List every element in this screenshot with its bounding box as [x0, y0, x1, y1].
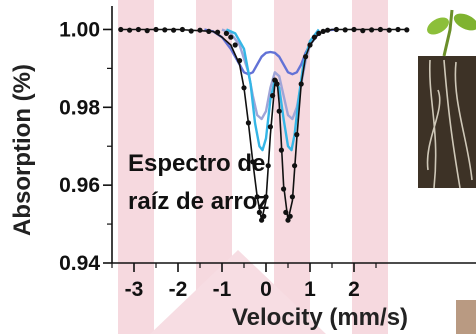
data-point [311, 34, 317, 40]
data-point [267, 124, 273, 130]
data-point [153, 26, 159, 33]
data-point [395, 26, 401, 33]
y-tick-label: 0.96 [59, 174, 100, 197]
data-point [144, 28, 150, 34]
data-point [325, 27, 331, 33]
x-tick-label: 0 [260, 278, 272, 301]
data-point [276, 108, 282, 114]
data-point [232, 42, 238, 48]
data-point [278, 147, 284, 153]
data-point [263, 194, 269, 200]
data-point [254, 194, 260, 200]
background-stripes [118, 0, 388, 334]
data-point [135, 26, 141, 33]
data-point [265, 163, 271, 169]
soil-photo [456, 300, 476, 334]
data-point [179, 26, 185, 33]
data-point [127, 27, 133, 33]
data-point [245, 120, 251, 126]
data-point [404, 27, 410, 33]
data-point [289, 194, 295, 200]
x-tick-label: 1 [304, 278, 316, 301]
data-point [281, 186, 287, 192]
y-tick-label: 0.98 [59, 96, 100, 119]
data-point [223, 30, 229, 36]
bg-triangle [150, 250, 326, 334]
x-axis-label: Velocity (mm/s) [232, 304, 408, 331]
data-point [162, 27, 168, 33]
x-tick-label: -1 [213, 278, 232, 301]
annotation-line-2: raíz de arroz [128, 188, 269, 215]
data-point [261, 213, 267, 219]
data-point [369, 27, 375, 33]
data-point [287, 213, 293, 219]
bg-stripe [118, 0, 154, 334]
data-point [206, 28, 212, 34]
data-point [118, 26, 124, 33]
data-point [171, 27, 177, 33]
data-point [342, 27, 348, 33]
data-point [386, 27, 392, 33]
data-point [377, 26, 383, 33]
y-axis-label: Absorption (%) [9, 64, 36, 236]
data-point [292, 163, 298, 169]
x-tick-label: 2 [348, 278, 360, 301]
axes: -3 -2 -1 0 1 2 0.94 0.96 0.98 1.00 [59, 6, 476, 301]
data-point [320, 28, 326, 34]
y-tick-label: 0.94 [59, 252, 100, 275]
x-tick-label: -3 [125, 278, 144, 301]
bg-stripe [352, 0, 388, 334]
data-point [237, 58, 243, 64]
data-point [303, 54, 309, 60]
data-point [197, 27, 203, 33]
rice-root-photo [418, 0, 476, 189]
data-point [250, 159, 256, 165]
x-tick-label: -2 [169, 278, 188, 301]
data-point [215, 29, 221, 35]
data-point [256, 209, 262, 215]
data-point [188, 28, 194, 34]
data-point [294, 132, 300, 138]
data-point [228, 34, 234, 40]
data-point [333, 26, 339, 33]
data-point [360, 28, 366, 34]
y-tick-label: 1.00 [59, 18, 100, 41]
data-point [259, 217, 265, 223]
data-point [241, 85, 247, 91]
data-point [272, 77, 278, 83]
data-point [285, 217, 291, 223]
data-point [270, 93, 276, 99]
data-point [316, 30, 322, 36]
annotation-line-1: Espectro de [128, 150, 265, 177]
data-point [307, 42, 313, 48]
data-point [351, 26, 357, 33]
data-point [274, 81, 280, 87]
series-layer [118, 26, 410, 223]
data-point [298, 81, 304, 87]
data-point [283, 209, 289, 215]
